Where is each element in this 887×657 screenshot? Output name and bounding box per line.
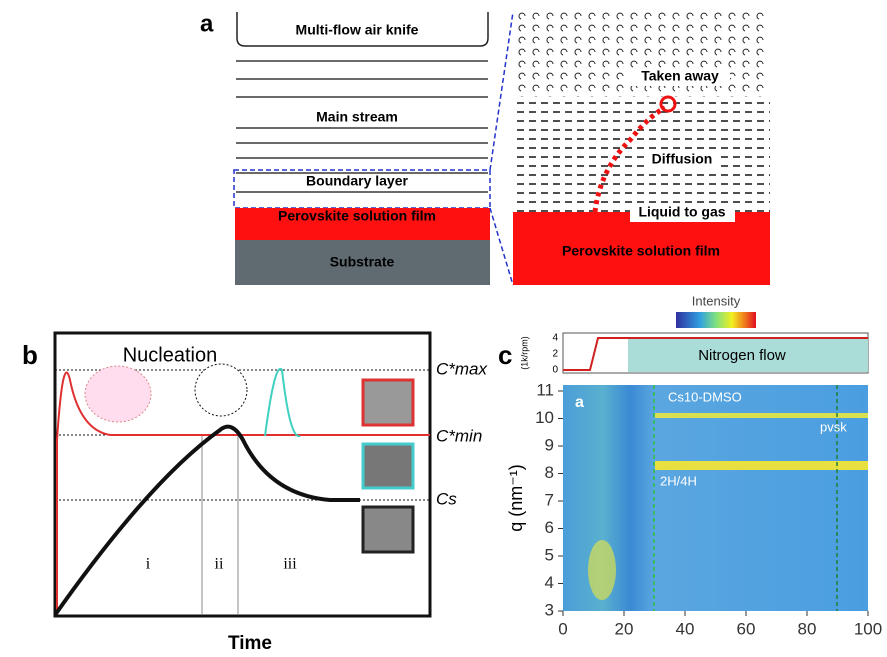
zoom-line	[490, 12, 513, 170]
stage: i	[146, 556, 151, 573]
x-tick-label: 60	[737, 619, 756, 638]
y-tick-label: 0	[552, 365, 558, 376]
stage: iii	[283, 556, 297, 573]
stage: ii	[215, 556, 224, 573]
text: Multi-flow air knife	[296, 22, 419, 38]
text: Diffusion	[652, 151, 713, 167]
feature	[655, 413, 868, 418]
y-tick-label: 4	[552, 333, 558, 344]
y-label: q (nm⁻¹)	[506, 464, 526, 532]
panel-a: a Multi-flow air knife Main stream Bound…	[200, 10, 770, 285]
y-tick-label: 7	[545, 490, 554, 509]
y-tick-label: 8	[545, 463, 554, 482]
y-tick-label: 10	[535, 408, 554, 427]
x-tick-label: 80	[798, 619, 817, 638]
sem-image	[363, 507, 413, 552]
text: Main stream	[316, 109, 398, 125]
panel-b: b Nucleation C*max C*min Cs i ii iii Tim…	[22, 333, 488, 654]
sem-image	[363, 444, 413, 488]
level-label: Cs	[436, 489, 457, 508]
annotation: 2H/4H	[660, 473, 697, 488]
text: Substrate	[330, 254, 395, 270]
inset-label: a	[575, 394, 584, 411]
x-tick-label: 0	[558, 619, 567, 638]
y-tick-label: 6	[545, 518, 554, 537]
level-label: C*min	[436, 426, 482, 445]
panel-label: b	[22, 340, 38, 370]
annotation: pvsk	[820, 419, 847, 434]
y-tick-label: 3	[545, 600, 554, 619]
y-tick-label: 11	[536, 380, 554, 399]
nuclei	[85, 366, 151, 422]
level-label: C*max	[436, 359, 488, 378]
y-label: (1k/rpm)	[519, 336, 529, 370]
y-tick-label: 9	[545, 435, 554, 454]
nuclei	[195, 364, 247, 416]
y-tick-label: 2	[552, 349, 558, 360]
text: Perovskite solution film	[562, 243, 720, 259]
x-tick-label: 40	[676, 619, 695, 638]
text: Liquid to gas	[638, 204, 725, 220]
text: Boundary layer	[306, 173, 408, 189]
text: Nitrogen flow	[698, 347, 786, 364]
sem-image	[363, 380, 413, 425]
figure: a Multi-flow air knife Main stream Bound…	[0, 0, 887, 657]
text: Perovskite solution film	[278, 208, 436, 224]
y-tick-label: 4	[545, 573, 554, 592]
colorbar-label: Intensity	[692, 293, 741, 308]
diffusion-layer	[513, 97, 770, 212]
feature	[655, 461, 868, 470]
zoom-line	[490, 208, 513, 285]
panel-c: c Intensity Nitrogen flow (1k/rpm) a Cs1…	[498, 293, 882, 638]
feature	[588, 540, 616, 600]
x-tick-label: 20	[615, 619, 634, 638]
text: Taken away	[641, 68, 719, 84]
x-label: Time	[228, 633, 272, 654]
panel-label: a	[200, 10, 214, 37]
panel-label: c	[498, 340, 512, 370]
x-tick-label: 100	[854, 619, 882, 638]
y-tick-label: 5	[545, 545, 554, 564]
annotation: Cs10-DMSO	[668, 389, 742, 404]
title: Nucleation	[123, 344, 218, 366]
colorbar	[676, 312, 756, 328]
